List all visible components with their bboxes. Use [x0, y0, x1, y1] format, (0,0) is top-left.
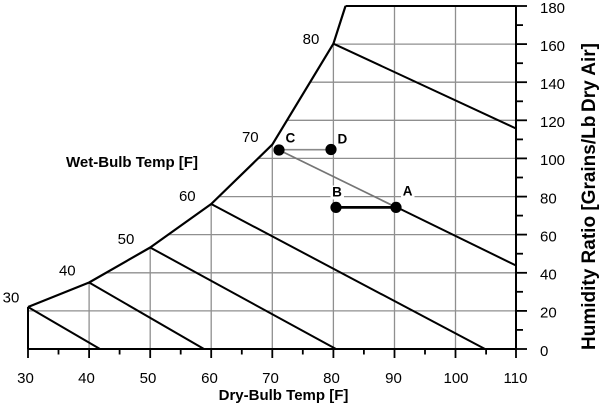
svg-text:180: 180 [540, 0, 565, 17]
svg-text:50: 50 [118, 231, 135, 248]
svg-text:100: 100 [443, 370, 468, 387]
svg-text:30: 30 [17, 370, 34, 387]
svg-text:100: 100 [540, 152, 565, 169]
svg-text:40: 40 [78, 370, 95, 387]
svg-text:70: 70 [242, 129, 259, 146]
svg-text:80: 80 [540, 190, 557, 207]
svg-text:D: D [338, 132, 348, 147]
svg-text:0: 0 [540, 343, 548, 360]
svg-text:110: 110 [504, 370, 528, 387]
svg-text:120: 120 [540, 114, 565, 131]
svg-text:60: 60 [179, 188, 196, 205]
svg-text:C: C [286, 130, 296, 145]
svg-text:80: 80 [323, 370, 340, 387]
svg-text:Wet-Bulb Temp [F]: Wet-Bulb Temp [F] [66, 154, 198, 171]
svg-text:Dry Air]: Dry Air] [579, 43, 600, 112]
svg-text:Humidity Ratio [Grains/Lb: Humidity Ratio [Grains/Lb [579, 116, 600, 350]
svg-text:30: 30 [3, 290, 20, 307]
svg-text:60: 60 [540, 228, 557, 245]
svg-text:90: 90 [385, 370, 402, 387]
svg-text:160: 160 [540, 38, 565, 55]
svg-text:80: 80 [303, 31, 320, 48]
svg-text:20: 20 [540, 305, 557, 322]
svg-text:B: B [332, 185, 342, 200]
svg-text:60: 60 [201, 370, 218, 387]
svg-text:70: 70 [262, 370, 279, 387]
svg-text:Dry-Bulb Temp [F]: Dry-Bulb Temp [F] [219, 387, 349, 404]
svg-text:40: 40 [59, 263, 76, 280]
svg-text:50: 50 [140, 370, 157, 387]
svg-text:A: A [403, 184, 413, 199]
svg-text:140: 140 [540, 76, 565, 93]
svg-text:40: 40 [540, 267, 557, 284]
